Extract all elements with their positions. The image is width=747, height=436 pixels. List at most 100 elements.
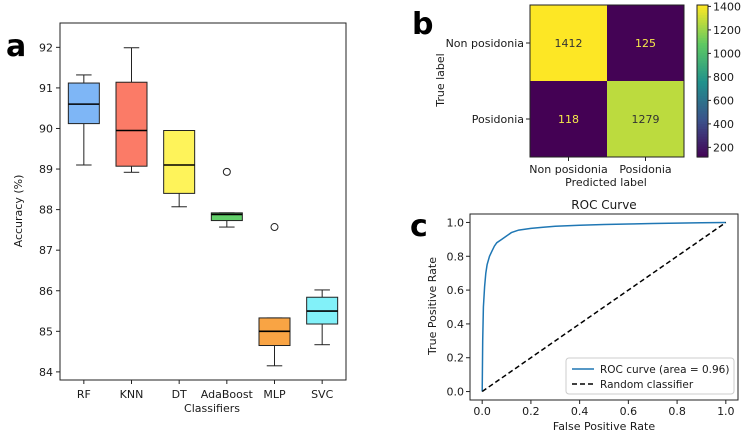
colorbar-strip bbox=[697, 151, 708, 156]
colorbar-strip bbox=[697, 101, 708, 105]
boxplot-chart: Classifiers Accuracy (%) 84 85 86 87 88 89 90 9… bbox=[12, 22, 347, 415]
colorbar-strip bbox=[697, 30, 708, 34]
colorbar-strip bbox=[697, 65, 708, 69]
colorbar-tick-label: 1400 bbox=[713, 0, 741, 13]
boxplot-ytick-label: 92 bbox=[39, 41, 53, 54]
random-classifier-line bbox=[481, 221, 727, 393]
colorbar-strip bbox=[697, 154, 708, 158]
colorbar-strip bbox=[697, 25, 708, 29]
roc-xtick-label: 1.0 bbox=[717, 405, 735, 418]
colorbar-strip bbox=[697, 63, 708, 67]
cm-ytick-label: Non posidonia bbox=[446, 37, 524, 50]
colorbar-strip bbox=[697, 73, 708, 77]
cm-cell-value: 1279 bbox=[632, 113, 660, 126]
boxplot-xlabel: Classifiers bbox=[184, 402, 240, 415]
colorbar-strip bbox=[697, 121, 708, 125]
roc-xtick-label: 0.4 bbox=[571, 405, 589, 418]
cm-cell-value: 1412 bbox=[555, 37, 583, 50]
colorbar-strip bbox=[697, 78, 708, 82]
cm-ylabel: True label bbox=[434, 53, 447, 107]
colorbar-strip bbox=[697, 108, 708, 112]
cm-cell bbox=[530, 5, 607, 81]
cm-ytick-label: Posidonia bbox=[472, 113, 524, 126]
colorbar-strip bbox=[697, 139, 708, 143]
colorbar-tick-label: 800 bbox=[713, 71, 734, 84]
colorbar-strip bbox=[697, 60, 708, 64]
box-knn bbox=[115, 81, 148, 167]
colorbar-strip bbox=[697, 53, 708, 57]
colorbar-tick-label: 1200 bbox=[713, 24, 741, 37]
boxplot-ytick-label: 87 bbox=[39, 244, 53, 257]
cm-cell bbox=[607, 81, 684, 157]
boxplot-ytick-label: 90 bbox=[39, 122, 53, 135]
box-outlier bbox=[222, 167, 231, 176]
panel-letter-c: c bbox=[410, 209, 428, 244]
colorbar-strip bbox=[697, 70, 708, 74]
colorbar-strip bbox=[697, 103, 708, 107]
colorbar-strip bbox=[697, 43, 708, 47]
colorbar-strip bbox=[697, 50, 708, 54]
roc-xlabel: False Positive Rate bbox=[553, 420, 655, 433]
boxplot-ytick-label: 89 bbox=[39, 163, 53, 176]
boxplot-ytick-label: 86 bbox=[39, 285, 53, 298]
colorbar-strip bbox=[697, 32, 708, 36]
colorbar-strip bbox=[697, 58, 708, 62]
roc-title: ROC Curve bbox=[571, 198, 636, 212]
boxplot-xtick-label: RF bbox=[77, 388, 91, 401]
cm-xlabel: Predicted label bbox=[565, 176, 647, 189]
colorbar-strip bbox=[697, 98, 708, 102]
boxplot-xtick-label: KNN bbox=[120, 388, 144, 401]
boxplot-frame bbox=[59, 22, 347, 381]
roc-xtick-label: 0.6 bbox=[620, 405, 638, 418]
roc-legend-label: Random classifier bbox=[600, 379, 694, 391]
colorbar-strip bbox=[697, 12, 708, 16]
colorbar-strip bbox=[697, 75, 708, 80]
colorbar-strip bbox=[697, 22, 708, 26]
colorbar-strip bbox=[697, 124, 708, 128]
boxplot-xtick-label: AdaBoost bbox=[201, 388, 254, 401]
cm-cell bbox=[607, 5, 684, 81]
colorbar-strip bbox=[697, 86, 708, 90]
panel-letter-a: a bbox=[6, 29, 26, 64]
roc-legend bbox=[565, 357, 735, 395]
colorbar-strip bbox=[697, 68, 708, 72]
cm-frame bbox=[529, 4, 685, 158]
roc-legend-label: ROC curve (area = 0.96) bbox=[600, 364, 729, 376]
roc-frame bbox=[469, 213, 739, 401]
colorbar-strip bbox=[697, 35, 708, 39]
colorbar-strip bbox=[697, 106, 708, 110]
colorbar-strip bbox=[697, 141, 708, 145]
colorbar-strip bbox=[697, 96, 708, 100]
boxplot-xtick-label: DT bbox=[172, 388, 187, 401]
box-adaboost bbox=[210, 212, 243, 222]
panel-letter-b: b bbox=[412, 7, 433, 42]
colorbar-strip bbox=[697, 20, 708, 24]
colorbar-tick-label: 600 bbox=[713, 94, 734, 107]
roc-ytick-label: 0.6 bbox=[447, 284, 465, 297]
colorbar-tick-label: 200 bbox=[713, 141, 734, 154]
box-rf bbox=[67, 82, 100, 125]
colorbar-strip bbox=[697, 83, 708, 87]
box-outlier bbox=[270, 223, 279, 232]
boxplot-ytick-label: 84 bbox=[39, 366, 53, 379]
roc-ytick-label: 0.4 bbox=[447, 318, 465, 331]
colorbar-strip bbox=[697, 45, 708, 49]
cm-cell-value: 118 bbox=[558, 113, 579, 126]
colorbar-strip bbox=[697, 144, 708, 148]
roc-ytick-label: 0.0 bbox=[447, 386, 465, 399]
colorbar-strip bbox=[697, 55, 708, 59]
boxplot-ytick-label: 91 bbox=[39, 82, 53, 95]
roc-xtick-label: 0.8 bbox=[668, 405, 686, 418]
colorbar-strip bbox=[697, 134, 708, 138]
colorbar-tick-label: 1000 bbox=[713, 47, 741, 60]
colorbar-strip bbox=[697, 15, 708, 19]
colorbar-strip bbox=[697, 93, 708, 97]
colorbar-strip bbox=[697, 40, 708, 44]
boxplot-xtick-label: MLP bbox=[263, 388, 286, 401]
roc-ylabel: True Positive Rate bbox=[426, 257, 439, 356]
colorbar-frame bbox=[696, 4, 709, 158]
roc-chart: ROC Curve False Positive Rate True Posit… bbox=[426, 198, 739, 433]
colorbar-tick-label: 400 bbox=[713, 118, 734, 131]
colorbar-strip bbox=[697, 37, 708, 42]
